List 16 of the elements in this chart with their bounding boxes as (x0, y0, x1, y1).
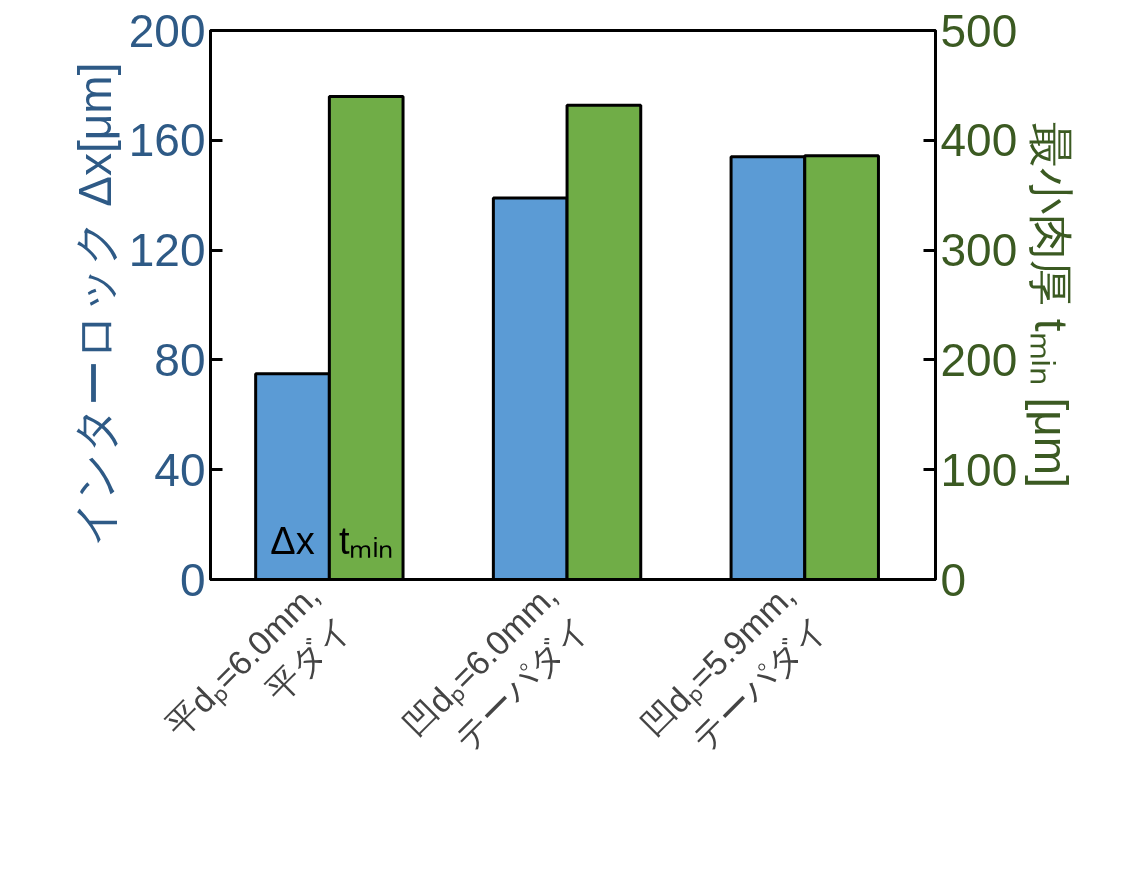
y2-tick-label: 100 (940, 443, 1018, 496)
y-axis-title: インターロック Δx[μm] (68, 62, 121, 548)
series-label: tₘᵢₙ (338, 519, 394, 562)
y-tick-label: 200 (128, 4, 206, 57)
y2-tick-label: 0 (940, 553, 967, 606)
y2-tick-label: 500 (940, 4, 1018, 57)
y-tick-label: 160 (128, 114, 206, 167)
y-tick-label: 40 (154, 443, 206, 496)
series-label: Δx (270, 519, 315, 562)
y2-tick-label: 200 (940, 333, 1018, 386)
y2-tick-label: 300 (940, 224, 1018, 277)
y-tick-label: 80 (154, 333, 206, 386)
y2-axis-title: 最小肉厚 tₘᵢₙ [μm] (1025, 122, 1078, 488)
y-tick-label: 120 (128, 224, 206, 277)
y2-tick-label: 400 (940, 114, 1018, 167)
y-tick-label: 0 (179, 553, 206, 606)
